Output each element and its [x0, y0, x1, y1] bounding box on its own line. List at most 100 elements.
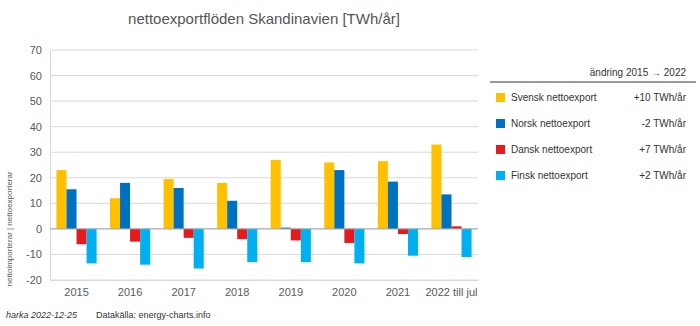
x-tick-label: 2016 — [118, 286, 142, 298]
bar — [174, 188, 184, 229]
zero-line — [50, 228, 478, 229]
legend-swatch — [496, 171, 505, 180]
y-axis-line — [50, 51, 51, 281]
bar — [140, 229, 150, 265]
bar — [271, 160, 281, 229]
legend-swatch — [496, 119, 505, 128]
y-tick-label: 30 — [30, 146, 42, 158]
x-tick-label: 2018 — [225, 286, 249, 298]
y-tick: 60 — [30, 70, 50, 82]
bar — [291, 229, 301, 241]
plot: -20-100102030405060702015201620172018201… — [26, 44, 478, 298]
x-tick-label: 2015 — [64, 286, 88, 298]
bar — [194, 229, 204, 269]
y-tick: 40 — [30, 121, 50, 133]
series — [56, 145, 441, 229]
bar — [408, 229, 418, 256]
bar — [301, 229, 311, 262]
bar — [184, 229, 194, 238]
bar — [324, 162, 334, 228]
bar — [462, 229, 472, 257]
bar — [217, 183, 227, 229]
x-tick: 2022 till jul — [425, 280, 477, 298]
bar — [398, 229, 408, 234]
y-tick-label: 50 — [30, 95, 42, 107]
y-tick: 20 — [30, 172, 50, 184]
legend-change: -2 TWh/år — [642, 118, 687, 129]
source: Datakälla: energy-charts.info — [96, 310, 211, 320]
footer: harka 2022-12-25 — [6, 310, 78, 320]
bar — [334, 170, 344, 229]
bar — [66, 189, 76, 229]
y-tick-label: 40 — [30, 121, 42, 133]
legend-change: +10 TWh/år — [634, 92, 687, 103]
y-tick-label: 20 — [30, 172, 42, 184]
legend-label: Norsk nettoexport — [511, 118, 590, 129]
grid-line — [50, 75, 478, 76]
x-axis-line — [51, 280, 479, 281]
bar — [354, 229, 364, 264]
grid-line — [50, 50, 478, 51]
bar — [247, 229, 257, 262]
bar — [378, 161, 388, 229]
legend-swatch — [496, 93, 505, 102]
bar — [87, 229, 97, 264]
bars — [56, 145, 471, 269]
legend-label: Svensk nettoexport — [511, 92, 597, 103]
x-tick: 2021 — [386, 280, 410, 298]
y-tick: 0 — [36, 223, 50, 235]
x-tick-label: 2020 — [332, 286, 356, 298]
legend: ändring 2015 → 2022 Svensk nettoexport +10… — [490, 67, 696, 181]
x-tick: 2020 — [332, 280, 356, 298]
grid-line — [50, 126, 478, 127]
bar — [388, 182, 398, 229]
x-tick-label: 2019 — [279, 286, 303, 298]
legend-title: ändring 2015 → 2022 — [590, 67, 687, 78]
x-tick: 2018 — [225, 280, 249, 298]
y-tick-label: 0 — [36, 223, 42, 235]
legend-label: Finsk nettoexport — [511, 170, 588, 181]
bar — [164, 179, 174, 229]
grid — [50, 50, 478, 280]
x-tick: 2016 — [118, 280, 142, 298]
y-tick-label: 10 — [30, 197, 42, 209]
y-tick: 70 — [30, 44, 50, 56]
chart: nettoexportflöden Skandinavien [TWh/år] -… — [0, 0, 700, 326]
bar — [110, 198, 120, 229]
grid-line — [50, 101, 478, 102]
legend-rule — [490, 82, 696, 83]
bar — [130, 229, 140, 242]
bar — [237, 229, 247, 239]
title: nettoexportflöden Skandinavien [TWh/år] — [128, 10, 400, 27]
x-tick-label: 2022 till jul — [425, 286, 477, 298]
bar — [56, 170, 66, 229]
x-tick: 2015 — [64, 280, 88, 298]
y-tick-label: -20 — [26, 274, 42, 286]
x-axis: 2015 2016 2017 2018 2019 2020 2021 2022 till ju… — [51, 280, 479, 298]
grid-line — [50, 177, 478, 178]
bar — [77, 229, 87, 244]
y-tick-label: -10 — [26, 248, 42, 260]
series — [87, 229, 472, 269]
legend-label: Dansk nettoexport — [511, 144, 592, 155]
y-tick-label: 70 — [30, 44, 42, 56]
series — [66, 170, 451, 229]
y-tick: 50 — [30, 95, 50, 107]
x-tick: 2017 — [171, 280, 195, 298]
y-tick: -10 — [26, 248, 50, 260]
grid-line — [50, 228, 478, 229]
y-tick-label: 60 — [30, 70, 42, 82]
grid-line — [50, 280, 478, 281]
legend-change: +7 TWh/år — [639, 144, 686, 155]
x-tick-label: 2021 — [386, 286, 410, 298]
y-tick: 30 — [30, 146, 50, 158]
y-axis: -20 -10 0 10 20 30 40 50 60 70 — [26, 44, 50, 286]
x-tick-label: 2017 — [171, 286, 195, 298]
y-axis-title: nettoimporterar | nettoexporterar — [5, 171, 14, 286]
legend-change: +2 TWh/år — [639, 170, 686, 181]
legend-swatch — [496, 145, 505, 154]
bar — [441, 194, 451, 229]
x-tick: 2019 — [279, 280, 303, 298]
bar — [227, 201, 237, 229]
grid-line — [50, 152, 478, 153]
